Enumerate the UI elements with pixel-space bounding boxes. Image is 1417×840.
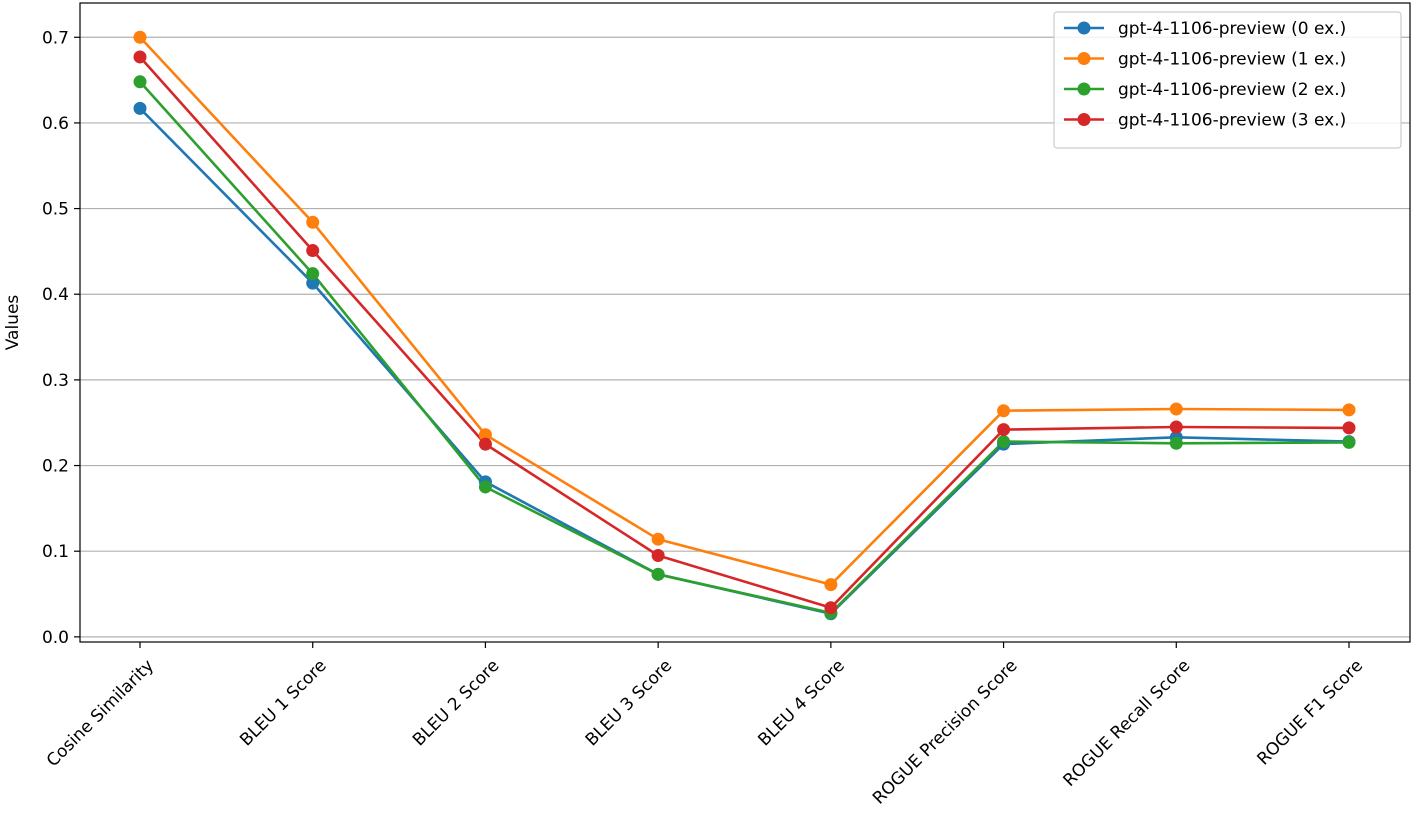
plot-frame bbox=[79, 2, 1411, 643]
y-axis-title: Values bbox=[3, 295, 23, 351]
x-tick-label: ROGUE Recall Score bbox=[1059, 656, 1194, 791]
x-tick-label: BLEU 2 Score bbox=[409, 656, 503, 750]
legend-box bbox=[1053, 11, 1402, 149]
series-line bbox=[139, 107, 1350, 616]
data-point bbox=[133, 75, 147, 89]
data-point bbox=[824, 578, 838, 592]
legend-marker bbox=[1077, 113, 1091, 126]
series-lines bbox=[133, 30, 1356, 621]
data-point bbox=[997, 435, 1011, 449]
series-line bbox=[139, 36, 1350, 586]
legend-marker bbox=[1077, 52, 1091, 65]
data-point bbox=[1342, 435, 1356, 449]
x-tick-label: ROGUE Precision Score bbox=[869, 656, 1022, 809]
legend-label: gpt-4-1106-preview (1 ex.) bbox=[1118, 50, 1346, 70]
data-point bbox=[1342, 421, 1356, 435]
series-line bbox=[139, 80, 1350, 615]
y-tick-label: 0.5 bbox=[42, 200, 69, 220]
y-tick-label: 0.7 bbox=[42, 28, 69, 48]
y-axis-ticks: 0.0 0.1 0.2 0.3 0.4 0.5 0.6 0.7 bbox=[42, 28, 80, 648]
y-tick-label: 0.4 bbox=[42, 285, 69, 305]
data-point bbox=[1169, 436, 1183, 450]
data-point bbox=[306, 244, 320, 258]
legend-label: gpt-4-1106-preview (2 ex.) bbox=[1118, 80, 1346, 100]
y-tick-label: 0.3 bbox=[42, 371, 69, 391]
data-point bbox=[133, 30, 147, 44]
x-axis-ticks: Cosine Similarity BLEU 1 Score BLEU 2 Scor… bbox=[43, 642, 1367, 808]
data-point bbox=[478, 437, 492, 451]
x-tick-label: Cosine Similarity bbox=[43, 656, 158, 771]
legend-marker bbox=[1077, 21, 1091, 35]
data-point bbox=[306, 267, 320, 281]
data-point bbox=[133, 50, 147, 64]
data-point bbox=[997, 404, 1011, 418]
x-tick-label: ROGUE F1 Score bbox=[1253, 656, 1367, 770]
data-point bbox=[651, 548, 665, 562]
x-tick-label: BLEU 3 Score bbox=[582, 656, 676, 750]
legend-label: gpt-4-1106-preview (3 ex.) bbox=[1118, 111, 1346, 131]
x-tick-label: BLEU 4 Score bbox=[754, 656, 848, 750]
data-point bbox=[997, 423, 1011, 437]
legend-label: gpt-4-1106-preview (0 ex.) bbox=[1118, 19, 1346, 39]
data-point bbox=[824, 601, 838, 615]
data-point bbox=[478, 428, 492, 442]
axes bbox=[79, 2, 1411, 643]
y-tick-label: 0.6 bbox=[42, 114, 69, 134]
data-point bbox=[306, 276, 320, 290]
y-tick-label: 0.2 bbox=[42, 457, 69, 477]
data-point bbox=[651, 532, 665, 546]
data-point bbox=[1169, 420, 1183, 434]
x-tick-label: BLEU 1 Score bbox=[236, 656, 330, 750]
data-point bbox=[478, 480, 492, 494]
data-point bbox=[133, 101, 147, 115]
series-line bbox=[139, 56, 1350, 610]
y-tick-label: 0.0 bbox=[42, 628, 69, 648]
data-point bbox=[1169, 402, 1183, 416]
data-point bbox=[306, 215, 320, 229]
legend: gpt-4-1106-preview (0 ex.) gpt-4-1106-pre… bbox=[1053, 11, 1402, 149]
data-point bbox=[651, 567, 665, 581]
legend-marker bbox=[1077, 82, 1091, 96]
y-tick-label: 0.1 bbox=[42, 542, 69, 562]
data-point bbox=[1342, 403, 1356, 417]
